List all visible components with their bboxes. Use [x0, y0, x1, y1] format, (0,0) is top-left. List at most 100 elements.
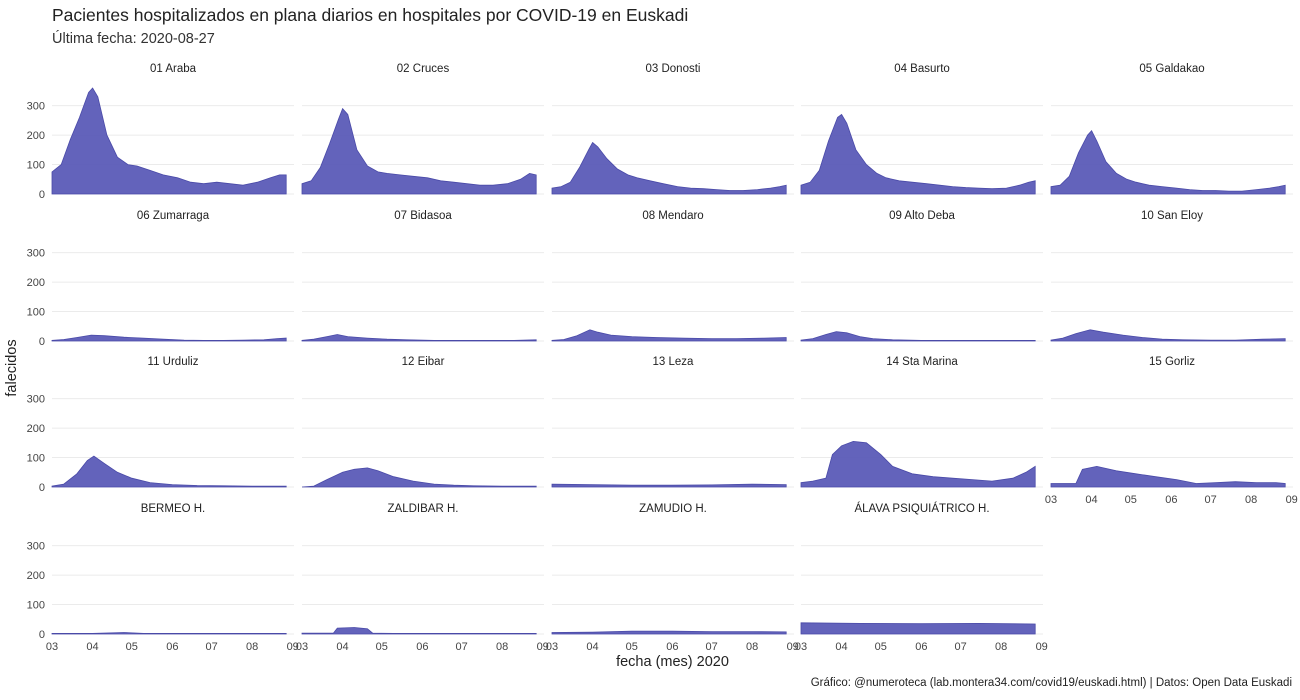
- x-tick-label: 06: [1165, 494, 1177, 506]
- y-tick-label: 0: [39, 336, 45, 348]
- facet-label: 15 Gorliz: [1149, 356, 1195, 368]
- facet-label: BERMEO H.: [141, 503, 206, 515]
- y-tick-label: 100: [27, 453, 45, 465]
- facet-label: 12 Eibar: [402, 356, 445, 368]
- chart-caption: Gráfico: @numeroteca (lab.montera34.com/…: [810, 677, 1292, 689]
- series-area: [551, 141, 787, 195]
- facet-panel: 06 Zumarraga 0 100 200 300: [27, 210, 294, 348]
- series-area: [1050, 329, 1286, 342]
- x-tick-label: 09: [537, 641, 549, 653]
- facet-panel: 10 San Eloy: [1050, 210, 1293, 342]
- y-tick-label: 300: [27, 541, 45, 553]
- series-area: [800, 331, 1036, 342]
- facet-panel: ZAMUDIO H. 03 04 05 06 07 08 09: [546, 503, 799, 653]
- y-tick-label: 200: [27, 570, 45, 582]
- facet-label: 13 Leza: [653, 356, 695, 368]
- x-axis-label: fecha (mes) 2020: [616, 654, 729, 670]
- x-tick-label: 06: [915, 641, 927, 653]
- x-tick-label: 05: [626, 641, 638, 653]
- facet-label: 09 Alto Deba: [889, 210, 955, 222]
- facet-panel: 14 Sta Marina: [800, 356, 1043, 488]
- x-tick-label: 05: [126, 641, 138, 653]
- facet-label: 01 Araba: [150, 63, 197, 75]
- x-tick-label: 09: [1036, 641, 1048, 653]
- x-tick-label: 03: [795, 641, 807, 653]
- x-tick-label: 04: [835, 641, 847, 653]
- series-area: [51, 334, 287, 342]
- x-tick-label: 03: [296, 641, 308, 653]
- x-tick-label: 05: [875, 641, 887, 653]
- facet-panel: 09 Alto Deba: [800, 210, 1043, 342]
- x-tick-label: 04: [586, 641, 598, 653]
- series-area: [1050, 465, 1286, 488]
- x-tick-label: 08: [496, 641, 508, 653]
- y-tick-label: 300: [27, 101, 45, 113]
- facet-label: 07 Bidasoa: [394, 210, 452, 222]
- series-area: [301, 334, 537, 342]
- facet-panel: ÁLAVA PSIQUIÁTRICO H. 03 04 05 06 07 08 09: [795, 502, 1048, 653]
- x-tick-label: 04: [86, 641, 98, 653]
- x-tick-label: 03: [1045, 494, 1057, 506]
- x-tick-label: 08: [246, 641, 258, 653]
- x-tick-label: 07: [954, 641, 966, 653]
- x-tick-label: 08: [746, 641, 758, 653]
- y-tick-label: 100: [27, 160, 45, 172]
- facet-panel: 15 Gorliz 03 04 05 06 07 08 09: [1045, 356, 1298, 506]
- series-area: [551, 630, 787, 635]
- x-tick-label: 09: [287, 641, 299, 653]
- y-tick-label: 0: [39, 629, 45, 641]
- x-tick-label: 08: [995, 641, 1007, 653]
- y-tick-label: 0: [39, 189, 45, 201]
- facet-label: 04 Basurto: [894, 63, 950, 75]
- x-tick-label: 07: [1204, 494, 1216, 506]
- facet-label: 03 Donosti: [646, 63, 701, 75]
- x-tick-label: 09: [787, 641, 799, 653]
- x-tick-label: 06: [416, 641, 428, 653]
- series-area: [800, 440, 1036, 488]
- chart-title: Pacientes hospitalizados en plana diario…: [52, 5, 689, 25]
- y-tick-label: 200: [27, 130, 45, 142]
- series-area: [551, 329, 787, 342]
- y-tick-label: 300: [27, 394, 45, 406]
- facet-panel: 08 Mendaro: [551, 210, 794, 342]
- y-tick-label: 100: [27, 307, 45, 319]
- series-area: [800, 622, 1036, 635]
- x-tick-label: 09: [1286, 494, 1298, 506]
- x-tick-label: 04: [336, 641, 348, 653]
- facet-panel: 11 Urduliz 0 100 200 300: [27, 356, 294, 494]
- facet-panel: 07 Bidasoa: [301, 210, 544, 342]
- y-tick-label: 200: [27, 277, 45, 289]
- series-area: [800, 113, 1036, 195]
- series-area: [301, 107, 537, 195]
- facet-label: ZAMUDIO H.: [639, 503, 707, 515]
- facet-label: ZALDIBAR H.: [388, 503, 459, 515]
- facet-panel: 03 Donosti: [551, 63, 794, 195]
- facet-panel: 01 Araba 0 100 200 300: [27, 63, 294, 201]
- facet-label: 02 Cruces: [397, 63, 450, 75]
- facet-label: 08 Mendaro: [642, 210, 703, 222]
- series-area: [301, 467, 537, 488]
- facet-panel: 13 Leza: [551, 356, 794, 488]
- x-tick-label: 05: [376, 641, 388, 653]
- series-area: [51, 632, 287, 635]
- x-tick-label: 05: [1125, 494, 1137, 506]
- facet-label: 14 Sta Marina: [886, 356, 958, 368]
- series-area: [51, 87, 287, 195]
- y-tick-label: 100: [27, 600, 45, 612]
- y-tick-label: 200: [27, 423, 45, 435]
- facet-panel: ZALDIBAR H. 03 04 05 06 07 08 09: [296, 503, 549, 653]
- facet-label: ÁLAVA PSIQUIÁTRICO H.: [854, 502, 989, 515]
- facet-label: 10 San Eloy: [1141, 210, 1203, 222]
- x-tick-label: 06: [666, 641, 678, 653]
- x-tick-label: 07: [705, 641, 717, 653]
- facet-panel: BERMEO H. 0 100 200 300 03 04 05 06 07 08 09: [27, 503, 299, 653]
- x-tick-label: 07: [205, 641, 217, 653]
- x-tick-label: 03: [546, 641, 558, 653]
- facet-panel: 04 Basurto: [800, 63, 1043, 195]
- x-tick-label: 06: [166, 641, 178, 653]
- y-tick-label: 0: [39, 482, 45, 494]
- x-tick-label: 08: [1245, 494, 1257, 506]
- chart-subtitle: Última fecha: 2020-08-27: [52, 31, 215, 47]
- series-area: [301, 627, 537, 635]
